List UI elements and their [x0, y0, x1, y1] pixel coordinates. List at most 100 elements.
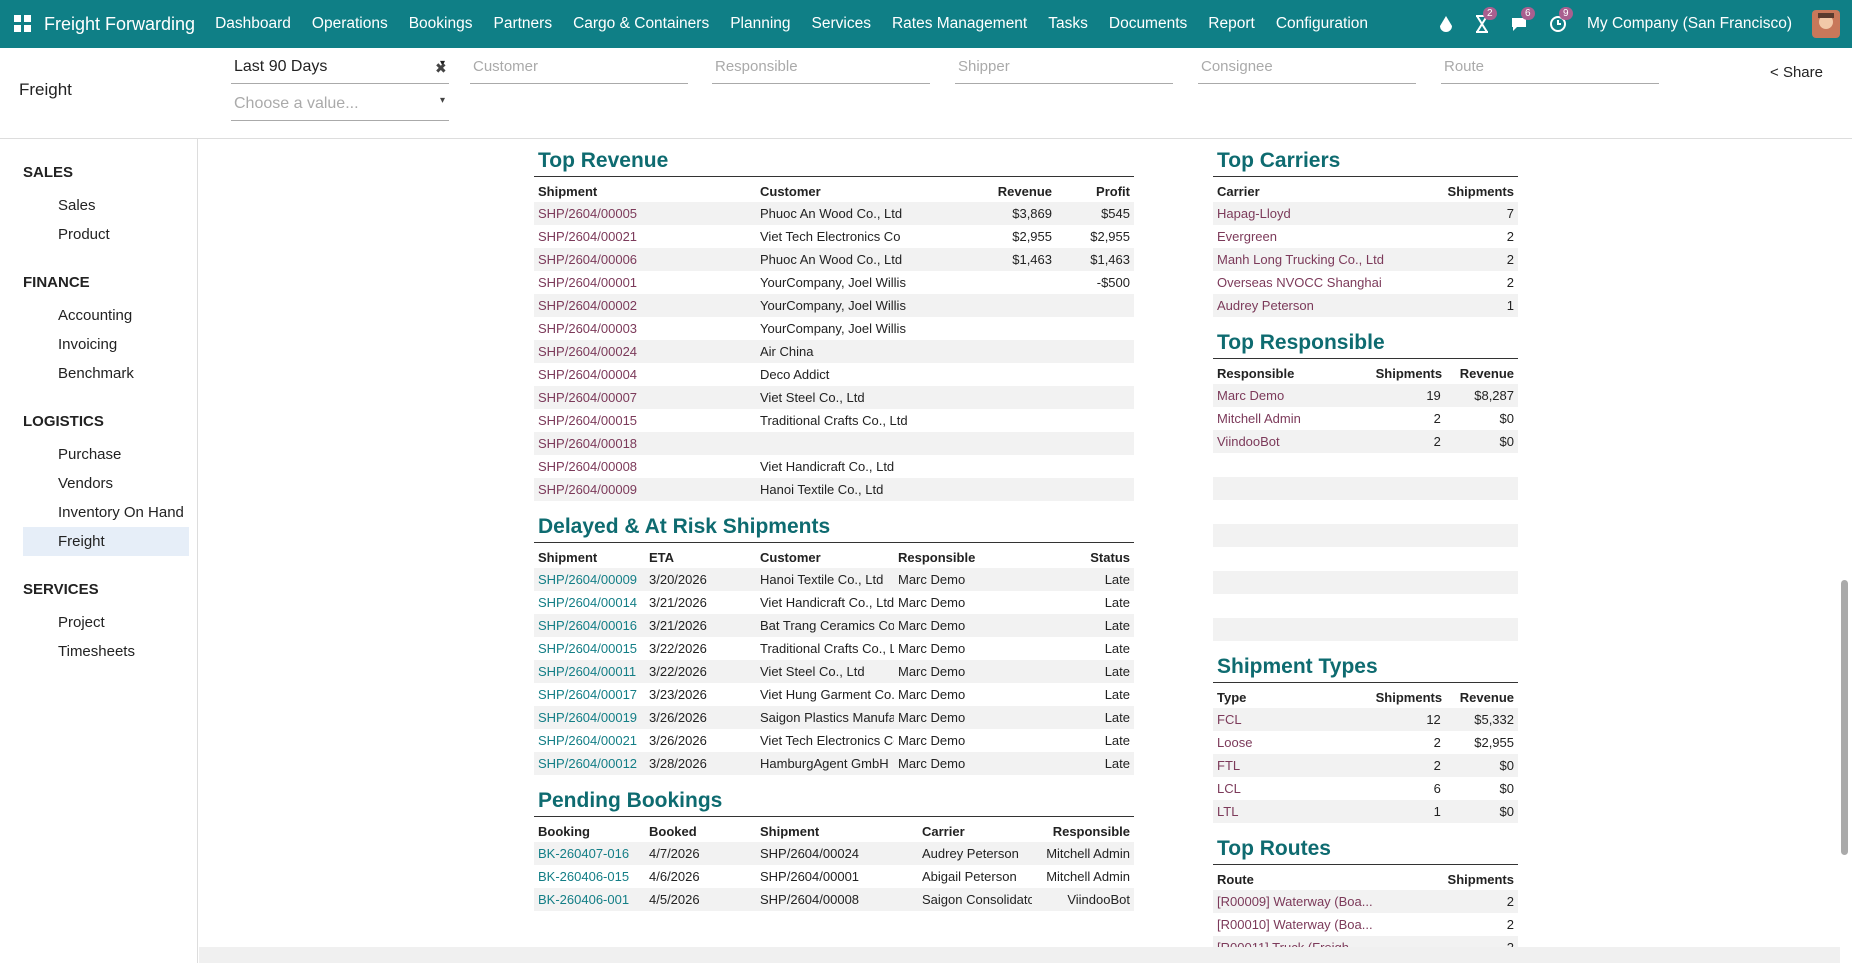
cell[interactable]: SHP/2604/00007: [534, 386, 756, 409]
filter-field[interactable]: Shipper: [955, 58, 1173, 84]
filter-field[interactable]: Consignee: [1198, 58, 1416, 84]
table-row[interactable]: SHP/2604/00018: [534, 432, 1134, 455]
cell[interactable]: [R00010] Waterway (Boa...: [1217, 917, 1373, 932]
menu-item[interactable]: Rates Management: [891, 15, 1028, 32]
table-row[interactable]: SHP/2604/00006 Phuoc An Wood Co., Ltd $1,4…: [534, 248, 1134, 271]
cell[interactable]: [R00009] Waterway (Boa...: [1213, 890, 1427, 913]
sidebar-item[interactable]: Product: [58, 226, 110, 243]
cell[interactable]: BK-260406-001: [534, 888, 645, 911]
table-row[interactable]: LTL 1 $0: [1213, 800, 1518, 823]
cell[interactable]: SHP/2604/00009: [534, 478, 756, 501]
menu-item[interactable]: Planning: [730, 15, 791, 32]
sidebar-item[interactable]: Project: [58, 614, 105, 631]
cell[interactable]: SHP/2604/00021: [538, 733, 638, 748]
cell[interactable]: Overseas NVOCC Shanghai: [1217, 275, 1382, 290]
apps-icon[interactable]: [14, 15, 32, 33]
date-filter[interactable]: Last 90 Days ▾: [231, 58, 449, 84]
table-row[interactable]: Manh Long Trucking Co., Ltd 2: [1213, 248, 1518, 271]
menu-item[interactable]: Services: [811, 15, 871, 32]
cell[interactable]: BK-260407-016: [534, 842, 645, 865]
menu-item[interactable]: Partners: [493, 15, 553, 32]
cell[interactable]: SHP/2604/00012: [534, 752, 645, 775]
menu-item[interactable]: Tasks: [1048, 15, 1088, 32]
table-row[interactable]: SHP/2604/00015 Traditional Crafts Co., Lt…: [534, 409, 1134, 432]
cell[interactable]: Audrey Peterson: [1213, 294, 1427, 317]
table-row[interactable]: ViindooBot 2 $0: [1213, 430, 1518, 453]
cell[interactable]: FCL: [1213, 708, 1372, 731]
share-button[interactable]: < Share: [1770, 64, 1823, 81]
table-row[interactable]: SHP/2604/00001 YourCompany, Joel Willis -$…: [534, 271, 1134, 294]
cell[interactable]: [R00011] Truck (Freigh...: [1213, 936, 1427, 947]
table-row[interactable]: SHP/2604/00012 3/28/2026 HamburgAgent GmbH…: [534, 752, 1134, 775]
cell[interactable]: SHP/2604/00011: [534, 660, 645, 683]
table-row[interactable]: SHP/2604/00003 YourCompany, Joel Willis: [534, 317, 1134, 340]
cell[interactable]: SHP/2604/00014: [538, 595, 638, 610]
table-row[interactable]: SHP/2604/00021 3/26/2026 Viet Tech Electro…: [534, 729, 1134, 752]
cell[interactable]: SHP/2604/00024: [534, 340, 756, 363]
table-row[interactable]: BK-260406-015 4/6/2026 SHP/2604/00001 Abiga…: [534, 865, 1134, 888]
sidebar-item[interactable]: Timesheets: [58, 643, 135, 660]
table-row[interactable]: Hapag-Lloyd 7: [1213, 202, 1518, 225]
table-row[interactable]: LCL 6 $0: [1213, 777, 1518, 800]
table-row[interactable]: SHP/2604/00017 3/23/2026 Viet Hung Garment…: [534, 683, 1134, 706]
table-row[interactable]: FTL 2 $0: [1213, 754, 1518, 777]
table-row[interactable]: SHP/2604/00005 Phuoc An Wood Co., Ltd $3,8…: [534, 202, 1134, 225]
table-row[interactable]: SHP/2604/00002 YourCompany, Joel Willis: [534, 294, 1134, 317]
table-row[interactable]: SHP/2604/00021 Viet Tech Electronics Co $2…: [534, 225, 1134, 248]
cell[interactable]: SHP/2604/00002: [534, 294, 756, 317]
table-row[interactable]: Mitchell Admin 2 $0: [1213, 407, 1518, 430]
table-row[interactable]: SHP/2604/00009 Hanoi Textile Co., Ltd: [534, 478, 1134, 501]
table-row[interactable]: Overseas NVOCC Shanghai 2: [1213, 271, 1518, 294]
cell[interactable]: ViindooBot: [1213, 430, 1372, 453]
table-row[interactable]: SHP/2604/00024 Air China: [534, 340, 1134, 363]
clock[interactable]: 9: [1549, 7, 1573, 33]
table-row[interactable]: FCL 12 $5,332: [1213, 708, 1518, 731]
menu-item[interactable]: Configuration: [1275, 15, 1369, 32]
messages[interactable]: 6: [1511, 7, 1535, 33]
table-row[interactable]: Evergreen 2: [1213, 225, 1518, 248]
table-row[interactable]: SHP/2604/00015 3/22/2026 Traditional Craft…: [534, 637, 1134, 660]
cell[interactable]: SHP/2604/00017: [538, 687, 638, 702]
cell[interactable]: SHP/2604/00018: [534, 432, 756, 455]
sidebar-item[interactable]: Purchase: [58, 446, 122, 463]
table-row[interactable]: SHP/2604/00004 Deco Addict: [534, 363, 1134, 386]
table-row[interactable]: Marc Demo 19 $8,287: [1213, 384, 1518, 407]
cell[interactable]: Hapag-Lloyd: [1213, 202, 1427, 225]
menu-item[interactable]: Cargo & Containers: [573, 15, 710, 32]
cell[interactable]: SHP/2604/00005: [534, 202, 756, 225]
cell[interactable]: Evergreen: [1217, 229, 1277, 244]
cell[interactable]: SHP/2604/00019: [534, 706, 645, 729]
cell[interactable]: Loose: [1217, 735, 1253, 750]
table-row[interactable]: SHP/2604/00011 3/22/2026 Viet Steel Co., L…: [534, 660, 1134, 683]
cell[interactable]: FTL: [1213, 754, 1372, 777]
cell[interactable]: BK-260406-015: [538, 869, 630, 884]
cell[interactable]: SHP/2604/00021: [538, 229, 638, 244]
app-name[interactable]: Freight Forwarding: [44, 13, 196, 34]
table-row[interactable]: SHP/2604/00019 3/26/2026 Saigon Plastics M…: [534, 706, 1134, 729]
company[interactable]: My Company (San Francisco): [1586, 15, 1792, 32]
sidebar-item[interactable]: Vendors: [58, 475, 114, 492]
table-row[interactable]: [R00009] Waterway (Boa... 2: [1213, 890, 1518, 913]
sidebar-item[interactable]: Accounting: [58, 307, 133, 324]
cell[interactable]: SHP/2604/00008: [538, 459, 638, 474]
scrollbar[interactable]: [1841, 580, 1848, 855]
cell[interactable]: Mitchell Admin: [1217, 411, 1301, 426]
table-row[interactable]: Loose 2 $2,955: [1213, 731, 1518, 754]
choose-filter[interactable]: Choose a value... ▾: [231, 95, 449, 121]
table-row[interactable]: SHP/2604/00016 3/21/2026 Bat Trang Ceramic…: [534, 614, 1134, 637]
menu-item[interactable]: Bookings: [408, 15, 473, 32]
table-row[interactable]: SHP/2604/00007 Viet Steel Co., Ltd: [534, 386, 1134, 409]
drop-icon[interactable]: [1439, 15, 1453, 33]
cell[interactable]: LTL: [1213, 800, 1372, 823]
table-row[interactable]: SHP/2604/00009 3/20/2026 Hanoi Textile Co.…: [534, 568, 1134, 591]
activity[interactable]: 2: [1473, 7, 1497, 33]
table-row[interactable]: SHP/2604/00014 3/21/2026 Viet Handicraft C…: [534, 591, 1134, 614]
menu-item[interactable]: Dashboard: [215, 15, 291, 32]
sidebar-item[interactable]: Invoicing: [58, 336, 118, 353]
sidebar-item[interactable]: Sales: [58, 197, 96, 214]
table-row[interactable]: [R00010] Waterway (Boa... 2: [1213, 913, 1518, 936]
cell[interactable]: SHP/2604/00016: [534, 614, 645, 637]
cell[interactable]: SHP/2604/00015: [538, 641, 638, 656]
menu-item[interactable]: Operations: [311, 15, 388, 32]
menu-item[interactable]: Documents: [1108, 15, 1188, 32]
